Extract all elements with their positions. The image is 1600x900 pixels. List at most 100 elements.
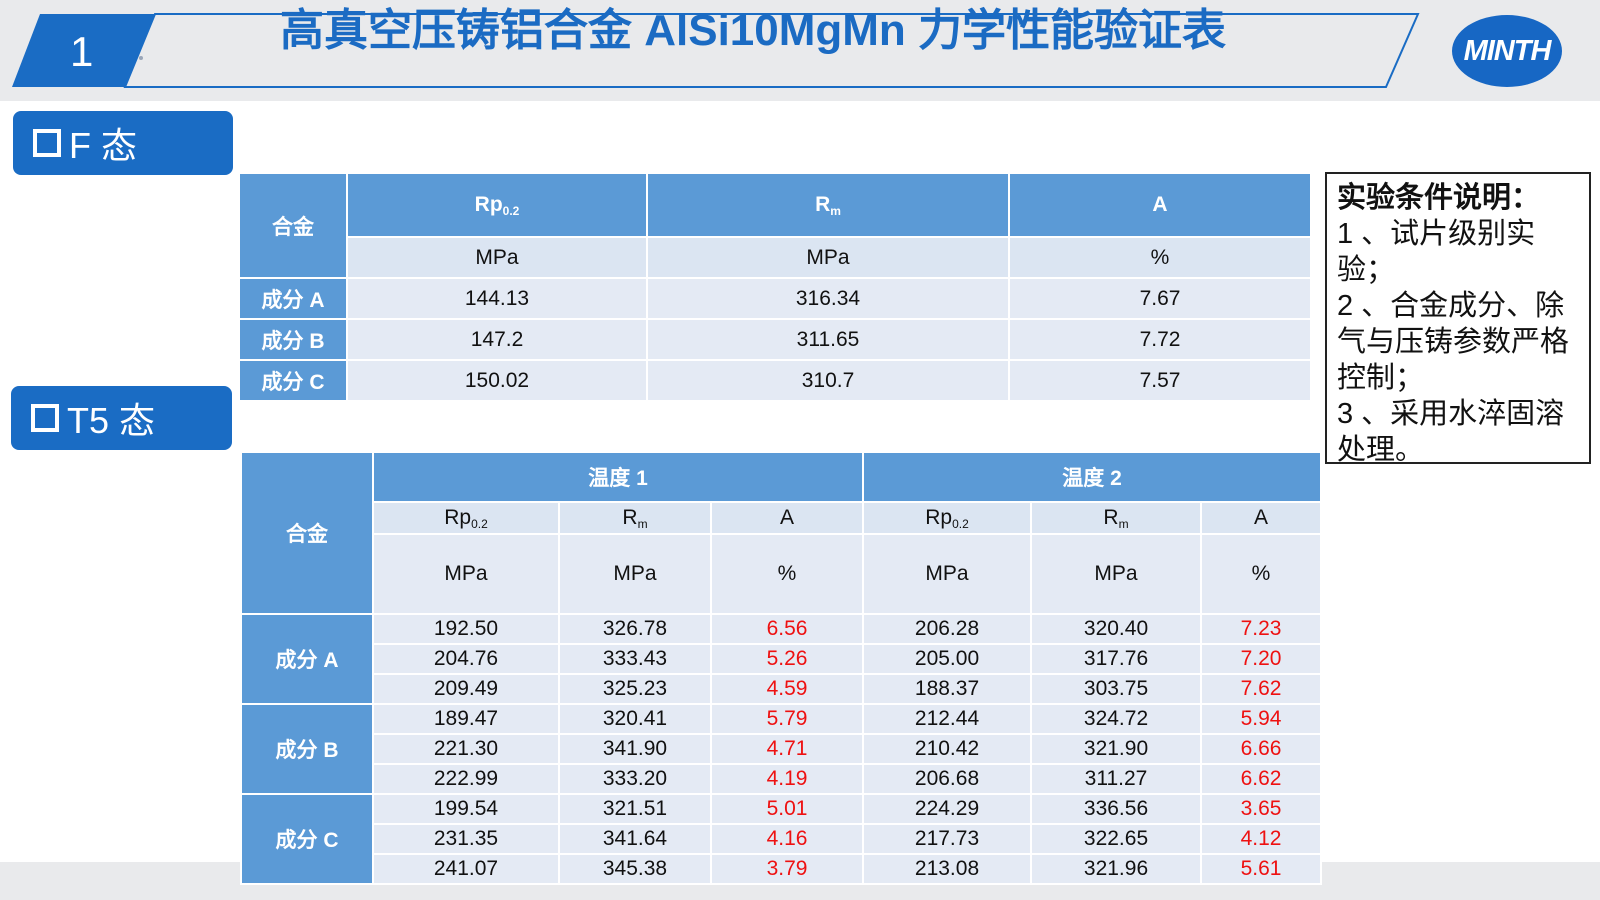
table-cell: 213.08 xyxy=(862,853,1033,885)
elongation-cell: 4.12 xyxy=(1200,823,1323,855)
table-cell: 212.44 xyxy=(862,703,1033,735)
table-cell: 144.13 xyxy=(346,277,648,320)
unit-cell: % xyxy=(1200,533,1323,615)
table-cell: 221.30 xyxy=(372,733,560,765)
elongation-cell: 4.19 xyxy=(709,763,865,795)
elongation-cell: 3.79 xyxy=(709,853,865,885)
unit-cell: MPa xyxy=(646,236,1010,279)
table-cell: 325.23 xyxy=(558,673,712,705)
f-state-tag: F 态 xyxy=(13,111,233,175)
table-cell: 341.64 xyxy=(558,823,712,855)
table-row: 成分 C 150.02 310.7 7.57 xyxy=(238,359,1312,402)
table-cell: 147.2 xyxy=(346,318,648,361)
header-banner-shapes xyxy=(12,13,1420,88)
a-header: A xyxy=(1200,501,1323,535)
notes-title: 实验条件说明： xyxy=(1337,182,1541,214)
unit-cell: % xyxy=(709,533,865,615)
table-row: 221.30 341.90 4.71 210.42 321.90 6.66 xyxy=(241,733,1323,765)
table-cell: 7.67 xyxy=(1008,277,1312,320)
elongation-cell: 5.79 xyxy=(709,703,865,735)
table-cell: 231.35 xyxy=(372,823,560,855)
notes-line: 2 、合金成分、除气与压铸参数严格控制； xyxy=(1337,290,1570,394)
elongation-cell: 5.61 xyxy=(1200,853,1323,885)
table-cell: 333.20 xyxy=(558,763,712,795)
row-label: 成分 B xyxy=(238,318,348,361)
temp1-header: 温度 1 xyxy=(371,451,865,503)
unit-cell: MPa xyxy=(372,533,560,615)
table-row: 成分 A 192.50 326.78 6.56 206.28 320.40 7.… xyxy=(240,613,1323,705)
table-cell: 310.7 xyxy=(646,359,1010,402)
table-cell: 322.65 xyxy=(1030,823,1203,855)
title-frame xyxy=(123,13,1420,88)
table-cell: 217.73 xyxy=(862,823,1033,855)
table-cell: 222.99 xyxy=(372,763,560,795)
elongation-cell: 7.23 xyxy=(1200,613,1323,645)
group-label-b: 成分 B xyxy=(240,703,374,795)
t5-state-table: 合金 温度 1 温度 2 Rp0.2 Rm A Rp0.2 Rm A MPa M… xyxy=(240,451,1323,885)
row-label: 成分 A xyxy=(238,277,348,320)
alloy-header: 合金 xyxy=(238,172,348,279)
table-row: 209.49 325.23 4.59 188.37 303.75 7.62 xyxy=(241,673,1323,705)
table-cell: 209.49 xyxy=(372,673,560,705)
elongation-cell: 7.20 xyxy=(1200,643,1323,675)
elongation-cell: 4.71 xyxy=(709,733,865,765)
table-row: 241.07 345.38 3.79 213.08 321.96 5.61 xyxy=(241,853,1323,885)
elongation-cell: 3.65 xyxy=(1200,793,1323,825)
header-band xyxy=(0,0,1600,101)
table-row: 222.99 333.20 4.19 206.68 311.27 6.62 xyxy=(241,763,1323,795)
table-row: 成分 A 144.13 316.34 7.67 xyxy=(238,277,1312,320)
table-cell: 333.43 xyxy=(558,643,712,675)
elongation-cell: 4.59 xyxy=(709,673,865,705)
table-cell: 224.29 xyxy=(862,793,1033,825)
f-state-table: 合金 Rp0.2 Rm A MPa MPa % 成分 A 144.13 316.… xyxy=(238,172,1312,402)
unit-cell: MPa xyxy=(558,533,712,615)
table-cell: 317.76 xyxy=(1030,643,1203,675)
elongation-cell: 6.62 xyxy=(1200,763,1323,795)
minth-logo: MINTH xyxy=(1452,15,1562,87)
unit-cell: MPa xyxy=(1030,533,1203,615)
slide-number-tab xyxy=(12,14,155,87)
rp02-header: Rp0.2 xyxy=(346,172,648,238)
table-cell: 311.27 xyxy=(1030,763,1203,795)
table-cell: 311.65 xyxy=(646,318,1010,361)
elongation-cell: 4.16 xyxy=(709,823,865,855)
table-cell: 320.41 xyxy=(558,703,712,735)
table-cell: 199.54 xyxy=(372,793,560,825)
group-label-a: 成分 A xyxy=(240,613,374,705)
page-title: 高真空压铸铝合金 AlSi10MgMn 力学性能验证表 xyxy=(280,6,1227,55)
table-cell: 320.40 xyxy=(1030,613,1203,645)
table-cell: 341.90 xyxy=(558,733,712,765)
elongation-cell: 5.94 xyxy=(1200,703,1323,735)
table-cell: 336.56 xyxy=(1030,793,1203,825)
alloy-header: 合金 xyxy=(240,451,374,615)
checkbox-square-icon xyxy=(33,129,61,157)
table-row: 成分 B 147.2 311.65 7.72 xyxy=(238,318,1312,361)
rm-header: Rm xyxy=(1030,501,1203,535)
a-header: A xyxy=(1008,172,1312,238)
table-cell: 241.07 xyxy=(372,853,560,885)
elongation-cell: 6.66 xyxy=(1200,733,1323,765)
unit-cell: % xyxy=(1008,236,1312,279)
rp02-header: Rp0.2 xyxy=(372,501,560,535)
slide-number: 1 xyxy=(70,28,94,75)
table-row: 231.35 341.64 4.16 217.73 322.65 4.12 xyxy=(241,823,1323,855)
table-cell: 206.28 xyxy=(862,613,1033,645)
table-cell: 303.75 xyxy=(1030,673,1203,705)
notes-line: 1 、试片级别实验； xyxy=(1337,218,1536,286)
temp2-header: 温度 2 xyxy=(862,451,1323,503)
table-cell: 206.68 xyxy=(862,763,1033,795)
unit-cell: MPa xyxy=(346,236,648,279)
table-cell: 321.90 xyxy=(1030,733,1203,765)
table-cell: 210.42 xyxy=(862,733,1033,765)
table-row: 成分 C 199.54 321.51 5.01 224.29 336.56 3.… xyxy=(240,793,1323,885)
unit-cell: MPa xyxy=(862,533,1033,615)
table-cell: 316.34 xyxy=(646,277,1010,320)
table-cell: 150.02 xyxy=(346,359,648,402)
experiment-notes-box: 实验条件说明： 1 、试片级别实验； 2 、合金成分、除气与压铸参数严格控制； … xyxy=(1325,172,1591,466)
rm-header: Rm xyxy=(558,501,712,535)
table-cell: 205.00 xyxy=(862,643,1033,675)
elongation-cell: 5.01 xyxy=(709,793,865,825)
group-label-c: 成分 C xyxy=(240,793,374,885)
table-cell: 189.47 xyxy=(372,703,560,735)
checkbox-square-icon xyxy=(31,404,59,432)
